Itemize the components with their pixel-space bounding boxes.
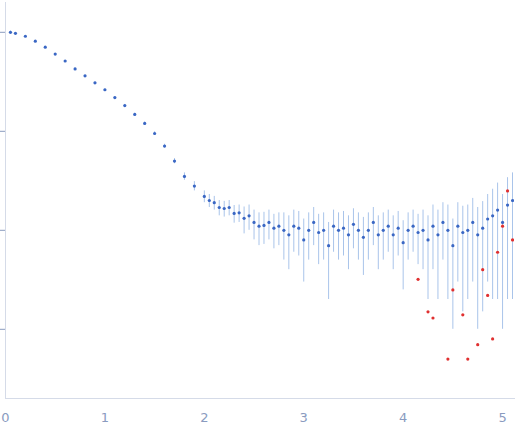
svg-text:1: 1 <box>101 410 109 425</box>
svg-text:3: 3 <box>300 410 308 425</box>
svg-text:5: 5 <box>498 410 506 425</box>
svg-text:4: 4 <box>399 410 407 425</box>
svg-text:2: 2 <box>200 410 208 425</box>
svg-text:0: 0 <box>1 410 9 425</box>
